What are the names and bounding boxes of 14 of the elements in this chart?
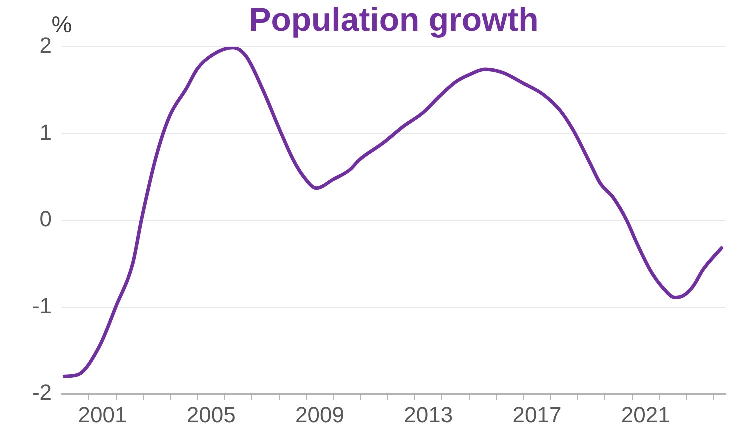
chart-title: Population growth <box>249 1 539 38</box>
y-tick-label: 1 <box>40 120 52 145</box>
y-tick-label: 2 <box>40 33 52 58</box>
x-tick-label: 2005 <box>186 402 236 428</box>
y-tick-label: -2 <box>32 380 52 406</box>
line-series <box>62 47 724 378</box>
x-tick-label: 2009 <box>296 402 344 428</box>
y-tick-label: 0 <box>40 206 52 232</box>
y-axis-title: % <box>52 11 72 38</box>
x-tick-label: 2013 <box>404 402 454 428</box>
y-tick-label: -1 <box>32 293 52 318</box>
x-tick-label: 2001 <box>78 402 128 428</box>
x-tick-label: 2021 <box>621 402 670 428</box>
x-tick-label: 2017 <box>512 402 562 428</box>
